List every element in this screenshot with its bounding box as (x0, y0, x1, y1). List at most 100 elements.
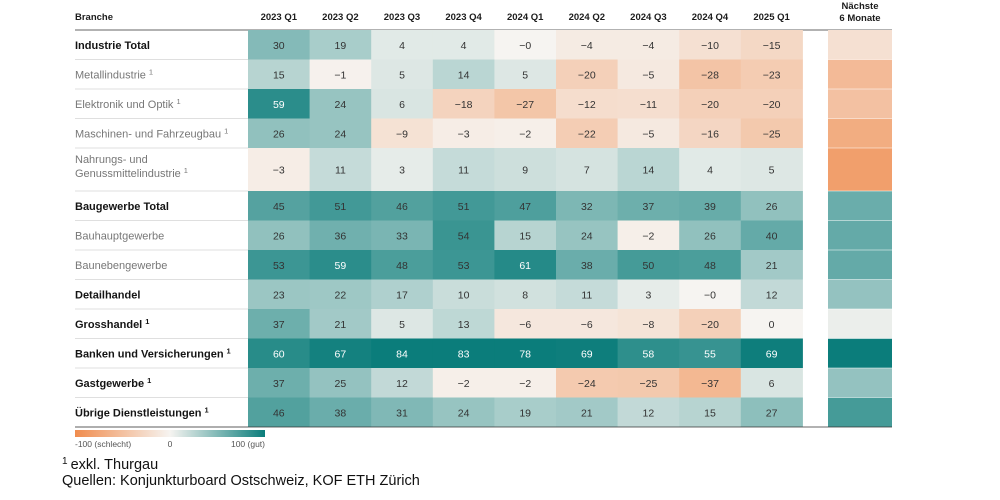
cell-value: −20 (578, 69, 596, 81)
cell-value: 58 (643, 348, 655, 360)
heatmap-cell (432, 279, 495, 309)
cell-value: 9 (522, 165, 528, 177)
heatmap-cell (617, 220, 680, 250)
heatmap-cell (494, 397, 557, 427)
heatmap-cell (556, 250, 619, 280)
cell-value: 32 (581, 201, 593, 213)
cell-value: 33 (396, 230, 408, 242)
heatmap-cell (740, 59, 803, 89)
cell-value: −4 (642, 40, 654, 52)
cell-value: 83 (458, 348, 470, 360)
heatmap-cell (679, 59, 742, 89)
heatmap-cell (617, 279, 680, 309)
heatmap-cell (494, 59, 557, 89)
heatmap-cell (617, 191, 680, 221)
heatmap-cell (371, 397, 434, 427)
cell-value: −9 (396, 128, 408, 140)
cell-value: 55 (704, 348, 716, 360)
heatmap-cell (617, 30, 680, 60)
row-label: Elektronik und Optik 1 (75, 97, 181, 111)
heatmap-cell (494, 191, 557, 221)
heatmap-cell (371, 309, 434, 339)
heatmap-cell (309, 368, 372, 398)
cell-value: 51 (458, 201, 470, 213)
heatmap-cell (432, 89, 495, 119)
cell-value: 0 (769, 319, 775, 331)
cell-value: 48 (396, 260, 408, 272)
heatmap-cell (740, 191, 803, 221)
heatmap-cell (617, 89, 680, 119)
row-label: Baugewerbe Total (75, 201, 169, 213)
heatmap-cell (617, 250, 680, 280)
cell-value: 54 (458, 230, 470, 242)
row-label: Nahrungs- und (75, 154, 148, 166)
heatmap-cell (432, 148, 495, 191)
cell-value: 78 (519, 348, 531, 360)
row-label: Banken und Versicherungen 1 (75, 346, 231, 360)
heatmap-cell (740, 279, 803, 309)
heatmap-cell (248, 191, 311, 221)
heatmap-cell (248, 368, 311, 398)
heatmap-cell (679, 89, 742, 119)
heatmap-cell (494, 118, 557, 148)
heatmap-cell (494, 250, 557, 280)
heatmap-cell (371, 191, 434, 221)
cell-value: 3 (645, 289, 651, 301)
cell-value: 46 (396, 201, 408, 213)
cell-value: 48 (704, 260, 716, 272)
row-label: Baunebengewerbe (75, 260, 167, 272)
heatmap-cell (309, 148, 372, 191)
cell-value: 26 (766, 201, 778, 213)
cell-value: 4 (461, 40, 467, 52)
heatmap-cell (309, 397, 372, 427)
cell-value: −20 (701, 319, 719, 331)
cell-value: 22 (335, 289, 347, 301)
cell-value: −25 (639, 378, 657, 390)
heatmap-cell (556, 309, 619, 339)
cell-value: −2 (458, 378, 470, 390)
cell-value: 5 (769, 165, 775, 177)
row-footnote-marker: 1 (227, 346, 231, 355)
row-footnote-marker: 1 (184, 166, 188, 175)
heatmap-cell (309, 279, 372, 309)
forecast-cell (828, 368, 892, 398)
cell-value: 47 (519, 201, 531, 213)
cell-value: 60 (273, 348, 285, 360)
cell-value: 21 (335, 319, 347, 331)
heatmap-cell (617, 118, 680, 148)
cell-value: −12 (578, 99, 596, 111)
cell-value: 15 (704, 407, 716, 419)
forecast-cell (828, 309, 892, 339)
heatmap-cell (494, 220, 557, 250)
heatmap-cell (248, 397, 311, 427)
forecast-cell (828, 89, 892, 119)
heatmap-cell (617, 397, 680, 427)
column-header: 2023 Q3 (384, 12, 420, 23)
heatmap-cell (432, 250, 495, 280)
heatmap-cell (248, 148, 311, 191)
cell-value: −2 (519, 128, 531, 140)
heatmap-cell (679, 148, 742, 191)
forecast-cell (828, 30, 892, 60)
cell-value: 17 (396, 289, 408, 301)
cell-value: −16 (701, 128, 719, 140)
cell-value: 11 (335, 165, 346, 177)
heatmap-cell (556, 30, 619, 60)
heatmap-cell (309, 89, 372, 119)
row-label: Industrie Total (75, 40, 150, 52)
heatmap-cell (556, 59, 619, 89)
heatmap-cell (371, 220, 434, 250)
heatmap-cell (248, 220, 311, 250)
column-header: 2024 Q3 (630, 12, 666, 23)
cell-value: 14 (458, 69, 470, 81)
cell-value: 36 (335, 230, 347, 242)
cell-value: −0 (519, 40, 531, 52)
column-header: 2024 Q4 (692, 12, 729, 23)
cell-value: 6 (399, 99, 405, 111)
heatmap-cell (432, 338, 495, 368)
heatmap-cell (494, 309, 557, 339)
cell-value: −23 (763, 69, 781, 81)
cell-value: 7 (584, 165, 590, 177)
cell-value: 19 (519, 407, 531, 419)
cell-value: 26 (273, 128, 285, 140)
